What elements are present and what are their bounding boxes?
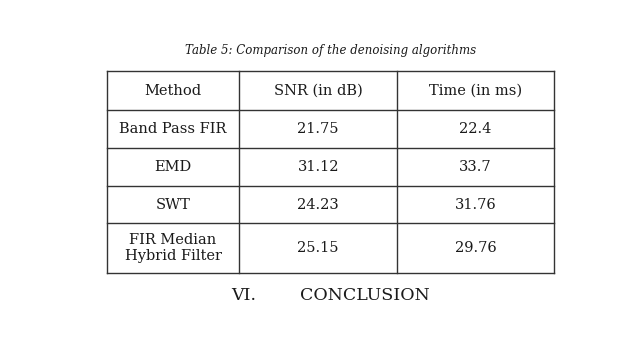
- Text: 29.76: 29.76: [454, 241, 497, 255]
- Text: Time (in ms): Time (in ms): [429, 84, 522, 98]
- Text: VI.        CONCLUSION: VI. CONCLUSION: [231, 287, 430, 304]
- Text: 25.15: 25.15: [298, 241, 339, 255]
- Text: 24.23: 24.23: [298, 198, 339, 212]
- Text: 21.75: 21.75: [298, 122, 339, 136]
- Text: Method: Method: [145, 84, 202, 98]
- Text: Table 5: Comparison of the denoising algorithms: Table 5: Comparison of the denoising alg…: [185, 45, 476, 57]
- Text: SNR (in dB): SNR (in dB): [274, 84, 363, 98]
- Text: 22.4: 22.4: [460, 122, 492, 136]
- Text: 31.76: 31.76: [454, 198, 497, 212]
- Text: 33.7: 33.7: [460, 160, 492, 174]
- Text: SWT: SWT: [156, 198, 191, 212]
- Text: EMD: EMD: [154, 160, 192, 174]
- Text: Band Pass FIR: Band Pass FIR: [120, 122, 227, 136]
- Text: 31.12: 31.12: [298, 160, 339, 174]
- Text: FIR Median
Hybrid Filter: FIR Median Hybrid Filter: [125, 233, 221, 263]
